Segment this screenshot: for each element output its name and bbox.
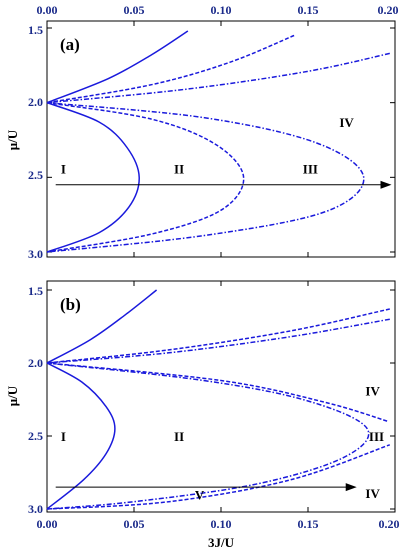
- panel-b-arrow: [55, 483, 357, 492]
- x-tick-label: 0.05: [124, 3, 145, 17]
- panel-b-y-tick-labels: 1.5 2.0 2.5 3.0: [28, 284, 43, 516]
- region-label-iv: IV: [365, 384, 380, 399]
- phase-boundary-curve-4: [46, 362, 116, 510]
- region-label-iv: IV: [339, 115, 354, 130]
- phase-boundary-curve-7: [46, 444, 391, 510]
- phase-boundary-curve-3: [46, 318, 390, 364]
- panel-a-label: (a): [60, 35, 80, 54]
- x-tick-label: 0.00: [37, 517, 58, 531]
- panel-a-arrow: [55, 180, 392, 189]
- panel-b-y-axis-title: μ/U: [5, 385, 20, 406]
- y-tick-label: 3.0: [28, 247, 43, 261]
- x-tick-label: 0.10: [211, 3, 232, 17]
- phase-boundary-curve-2: [46, 308, 390, 364]
- panel-b-curves: [46, 289, 391, 510]
- panel-a-frame: [46, 20, 396, 258]
- x-tick-label: 0.10: [211, 517, 232, 531]
- panel-b-x-axis-title: 3J/U: [208, 535, 235, 550]
- x-tick-label: 0.00: [37, 3, 58, 17]
- panel-a: 0.00 0.05 0.10 0.15 0.20 1.5 2.0 2.5 3.0…: [5, 3, 399, 261]
- region-label-iii: III: [303, 161, 318, 176]
- region-label-ii: II: [174, 161, 184, 176]
- region-label-i: I: [61, 429, 66, 444]
- y-tick-label: 2.0: [28, 95, 43, 109]
- y-tick-label: 3.0: [28, 502, 43, 516]
- phase-boundary-curve-2: [46, 34, 295, 104]
- panel-b-frame: [46, 280, 396, 513]
- panel-a-curves: [46, 30, 390, 253]
- panel-b-x-tick-labels: 0.00 0.05 0.10 0.15 0.20: [37, 517, 400, 531]
- region-label-i: I: [61, 161, 66, 176]
- phase-boundary-curve-1: [46, 30, 189, 104]
- x-tick-label: 0.15: [298, 3, 319, 17]
- phase-boundary-curve-6: [46, 101, 365, 253]
- y-tick-label: 1.5: [28, 23, 43, 37]
- phase-boundary-curve-6: [46, 362, 370, 510]
- panel-b: 0.00 0.05 0.10 0.15 0.20 1.5 2.0 2.5 3.0…: [5, 280, 400, 550]
- y-tick-label: 2.5: [28, 168, 43, 182]
- phase-boundary-curve-5: [46, 101, 245, 253]
- y-tick-label: 2.0: [28, 356, 43, 370]
- panel-a-x-tick-labels: 0.00 0.05 0.10 0.15 0.20: [37, 3, 399, 17]
- y-tick-label: 2.5: [28, 429, 43, 443]
- region-label-v: V: [195, 487, 205, 502]
- panel-a-y-axis-title: μ/U: [5, 129, 20, 150]
- x-tick-label: 0.20: [379, 517, 400, 531]
- phase-boundary-curve-3: [46, 52, 390, 104]
- x-tick-label: 0.20: [378, 3, 399, 17]
- region-label-iii: III: [369, 429, 384, 444]
- phase-boundary-curve-1: [46, 289, 158, 364]
- panel-a-ticks: [46, 21, 396, 257]
- phase-boundary-curve-4: [46, 101, 140, 253]
- arrow-head: [380, 180, 392, 189]
- panel-b-ticks: [46, 281, 396, 512]
- x-tick-label: 0.15: [298, 517, 319, 531]
- panel-b-label: (b): [60, 295, 81, 314]
- arrow-head: [345, 483, 357, 492]
- y-tick-label: 1.5: [28, 284, 43, 298]
- phase-boundary-curve-5: [46, 362, 389, 423]
- x-tick-label: 0.05: [124, 517, 145, 531]
- panel-a-y-tick-labels: 1.5 2.0 2.5 3.0: [28, 23, 43, 261]
- region-label-ii: II: [174, 429, 184, 444]
- region-label-iv: IV: [365, 486, 380, 501]
